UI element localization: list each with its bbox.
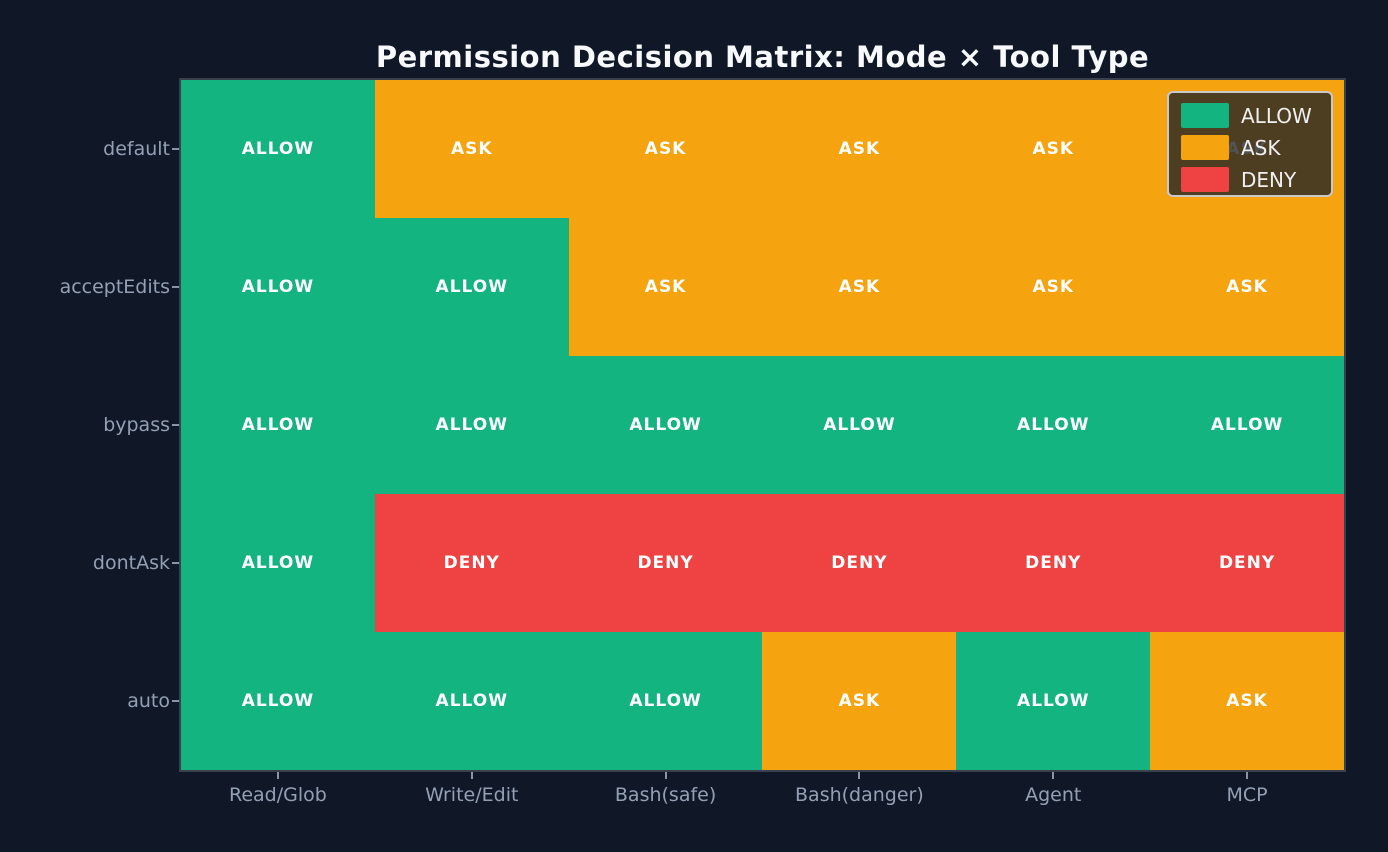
x-tick-mark [1052, 772, 1055, 779]
heatmap-cell-bypass-Bash(danger): ALLOW [762, 356, 957, 494]
y-tick-mark [172, 148, 179, 150]
chart-title: Permission Decision Matrix: Mode × Tool … [375, 40, 1150, 74]
heatmap-cell-auto-MCP: ASK [1150, 632, 1344, 770]
x-tick-mark [470, 772, 473, 779]
y-tick-mark [172, 424, 179, 426]
heatmap-cell-dontAsk-Bash(safe): DENY [568, 494, 763, 632]
x-tick-mark [664, 772, 667, 779]
y-tick-mark [172, 562, 179, 564]
x-tick-mark [858, 772, 861, 779]
heatmap-cell-dontAsk-Agent: DENY [956, 494, 1151, 632]
x-tick-mark [276, 772, 279, 779]
x-tick-label-Write/Edit: Write/Edit [425, 784, 519, 806]
legend-entry-ALLOW: ALLOW [1181, 100, 1331, 131]
y-tick-mark [172, 700, 179, 702]
legend-entry-ASK: ASK [1181, 132, 1331, 163]
x-tick-label-Bash(safe): Bash(safe) [614, 784, 717, 806]
legend-swatch-DENY [1181, 167, 1229, 192]
heatmap-cell-auto-Write/Edit: ALLOW [374, 632, 569, 770]
heatmap-cell-default-Bash(safe): ASK [568, 80, 763, 218]
heatmap-cell-acceptEdits-MCP: ASK [1150, 218, 1344, 356]
heatmap-cell-dontAsk-Read/Glob: ALLOW [181, 494, 375, 632]
legend-swatch-ASK [1181, 135, 1229, 160]
y-tick-label-default: default [103, 138, 170, 160]
heatmap-cell-default-Read/Glob: ALLOW [181, 80, 375, 218]
heatmap-cell-auto-Bash(safe): ALLOW [568, 632, 763, 770]
y-tick-label-auto: auto [127, 690, 170, 712]
heatmap-cell-bypass-Agent: ALLOW [956, 356, 1151, 494]
heatmap-cell-auto-Bash(danger): ASK [762, 632, 957, 770]
heatmap-cell-acceptEdits-Bash(danger): ASK [762, 218, 957, 356]
heatmap-cell-default-Bash(danger): ASK [762, 80, 957, 218]
y-tick-label-bypass: bypass [103, 414, 170, 436]
heatmap-cell-default-Agent: ASK [956, 80, 1151, 218]
x-tick-mark [1246, 772, 1249, 779]
heatmap-cell-dontAsk-Write/Edit: DENY [374, 494, 569, 632]
legend-label: ALLOW [1241, 103, 1312, 128]
heatmap-cell-auto-Read/Glob: ALLOW [181, 632, 375, 770]
x-tick-label-MCP: MCP [1226, 784, 1268, 806]
heatmap-cell-dontAsk-Bash(danger): DENY [762, 494, 957, 632]
heatmap-plot: ALLOWASKASKASKASKASKALLOWALLOWASKASKASKA… [179, 78, 1346, 772]
x-tick-label-Agent: Agent [1025, 784, 1082, 806]
y-tick-label-dontAsk: dontAsk [92, 552, 170, 574]
heatmap-cell-default-Write/Edit: ASK [374, 80, 569, 218]
heatmap-cell-bypass-Write/Edit: ALLOW [374, 356, 569, 494]
heatmap-cell-auto-Agent: ALLOW [956, 632, 1151, 770]
legend-label: ASK [1241, 135, 1281, 160]
y-tick-label-acceptEdits: acceptEdits [59, 276, 170, 298]
heatmap-cell-bypass-Bash(safe): ALLOW [568, 356, 763, 494]
legend-label: DENY [1241, 167, 1297, 192]
legend-entry-DENY: DENY [1181, 164, 1331, 195]
heatmap-cell-bypass-MCP: ALLOW [1150, 356, 1344, 494]
heatmap-cell-dontAsk-MCP: DENY [1150, 494, 1344, 632]
heatmap-cell-acceptEdits-Bash(safe): ASK [568, 218, 763, 356]
x-tick-label-Read/Glob: Read/Glob [228, 784, 327, 806]
heatmap-cell-bypass-Read/Glob: ALLOW [181, 356, 375, 494]
legend-swatch-ALLOW [1181, 103, 1229, 128]
heatmap-cell-acceptEdits-Read/Glob: ALLOW [181, 218, 375, 356]
x-tick-label-Bash(danger): Bash(danger) [795, 784, 924, 806]
legend: ALLOW ASK DENY [1167, 91, 1333, 197]
heatmap-cell-acceptEdits-Agent: ASK [956, 218, 1151, 356]
heatmap-cell-acceptEdits-Write/Edit: ALLOW [374, 218, 569, 356]
y-tick-mark [172, 286, 179, 288]
